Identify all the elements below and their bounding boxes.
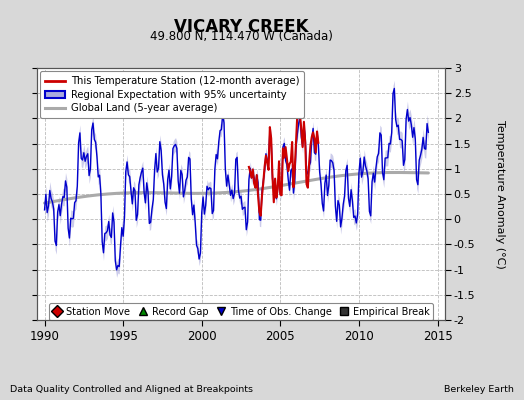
Text: VICARY CREEK: VICARY CREEK bbox=[174, 18, 308, 36]
Text: Berkeley Earth: Berkeley Earth bbox=[444, 385, 514, 394]
Text: Data Quality Controlled and Aligned at Breakpoints: Data Quality Controlled and Aligned at B… bbox=[10, 385, 254, 394]
Text: 49.800 N, 114.470 W (Canada): 49.800 N, 114.470 W (Canada) bbox=[150, 30, 332, 43]
Legend: Station Move, Record Gap, Time of Obs. Change, Empirical Break: Station Move, Record Gap, Time of Obs. C… bbox=[49, 303, 433, 320]
Y-axis label: Temperature Anomaly (°C): Temperature Anomaly (°C) bbox=[495, 120, 505, 268]
